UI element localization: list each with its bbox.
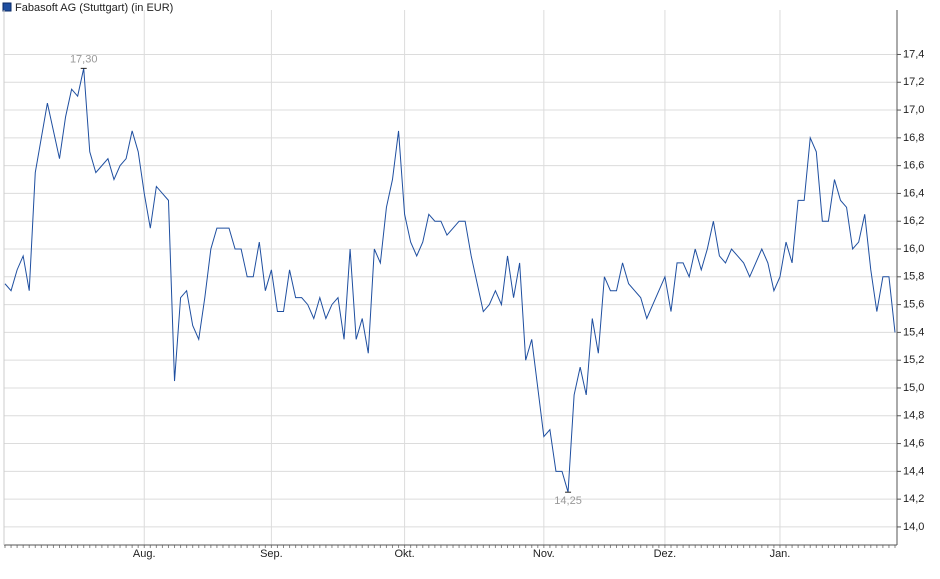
y-tick-label: 16,8 bbox=[903, 132, 924, 144]
x-tick-label: Jan. bbox=[770, 548, 791, 560]
y-tick-label: 16,4 bbox=[903, 187, 924, 199]
x-tick-label: Aug. bbox=[133, 548, 156, 560]
y-tick-label: 14,4 bbox=[903, 465, 924, 477]
y-tick-label: 14,8 bbox=[903, 410, 924, 422]
y-tick-label: 15,2 bbox=[903, 354, 924, 366]
y-tick-label: 16,2 bbox=[903, 215, 924, 227]
price-line bbox=[4, 68, 896, 493]
y-tick-label: 16,6 bbox=[903, 160, 924, 172]
legend-swatch bbox=[2, 2, 12, 12]
x-tick-label: Nov. bbox=[533, 548, 555, 560]
y-tick-label: 16,0 bbox=[903, 243, 924, 255]
legend-label: Fabasoft AG (Stuttgart) (in EUR) bbox=[15, 2, 173, 14]
y-tick-label: 15,4 bbox=[903, 326, 924, 338]
y-tick-label: 15,0 bbox=[903, 382, 924, 394]
x-tick-label: Dez. bbox=[654, 548, 677, 560]
y-tick-label: 17,0 bbox=[903, 104, 924, 116]
y-tick-label: 17,2 bbox=[903, 76, 924, 88]
y-tick-label: 15,6 bbox=[903, 299, 924, 311]
y-tick-label: 17,4 bbox=[903, 48, 924, 60]
x-tick-label: Sep. bbox=[260, 548, 283, 560]
y-tick-label: 15,8 bbox=[903, 271, 924, 283]
y-tick-label: 14,0 bbox=[903, 521, 924, 533]
y-tick-label: 14,2 bbox=[903, 493, 924, 505]
extreme-label: 17,30 bbox=[70, 53, 98, 65]
y-tick-label: 14,6 bbox=[903, 437, 924, 449]
extreme-label: 14,25 bbox=[554, 495, 582, 507]
x-tick-label: Okt. bbox=[395, 548, 415, 560]
